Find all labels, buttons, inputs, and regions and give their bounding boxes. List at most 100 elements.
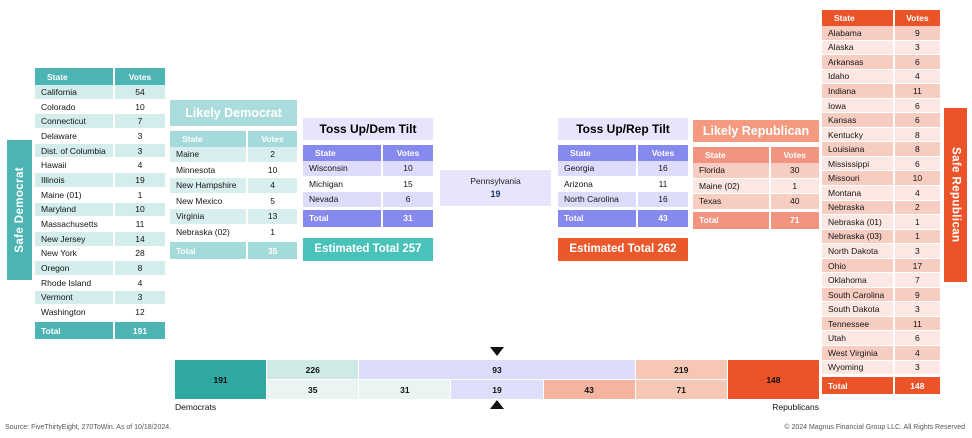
table-body: Maine 2 Minnesota 10 New Hampshire 4 New Mexic… bbox=[170, 147, 297, 240]
state-name: Florida bbox=[699, 165, 725, 176]
state-votes: 1 bbox=[768, 178, 819, 193]
table-total-row: Total 43 bbox=[558, 209, 688, 227]
table-header: State Votes bbox=[558, 145, 688, 161]
table-row: Nevada 6 bbox=[303, 192, 433, 208]
estimated-total-democrat: Estimated Total 257 bbox=[303, 237, 433, 261]
table-row: Montana 4 bbox=[822, 186, 940, 201]
table-row: Arizona 11 bbox=[558, 176, 688, 192]
state-votes: 5 bbox=[246, 193, 297, 208]
state-votes: 10 bbox=[113, 99, 165, 114]
state-votes: 4 bbox=[892, 346, 940, 360]
state-votes: 8 bbox=[892, 142, 940, 156]
state-name: West Virginia bbox=[828, 347, 878, 358]
state-votes: 3 bbox=[113, 290, 165, 305]
state-name: Indiana bbox=[828, 85, 856, 96]
table-row: Nebraska (03) 1 bbox=[822, 229, 940, 245]
tossup-rep-tilt-title: Toss Up/Rep Tilt bbox=[558, 118, 688, 140]
total-label: Total bbox=[828, 380, 848, 391]
votes-column-header: Votes bbox=[113, 68, 165, 85]
state-votes: 3 bbox=[113, 143, 165, 158]
state-name: Wisconsin bbox=[309, 163, 348, 174]
table-header: State Votes bbox=[35, 68, 165, 85]
state-name: Massachusetts bbox=[41, 219, 98, 230]
state-votes: 16 bbox=[636, 161, 688, 176]
likely-democrat-title: Likely Democrat bbox=[170, 100, 297, 126]
tipping-point-marker-up-icon bbox=[490, 400, 504, 409]
table-row: Hawaii 4 bbox=[35, 158, 165, 174]
table-row: Michigan 15 bbox=[303, 176, 433, 192]
state-name: Washington bbox=[41, 307, 86, 318]
total-label: Total bbox=[176, 245, 196, 256]
state-name: Maine bbox=[176, 149, 200, 160]
total-votes: 148 bbox=[892, 377, 940, 395]
state-name: Oklahoma bbox=[828, 275, 867, 286]
state-votes: 11 bbox=[636, 176, 688, 191]
total-votes: 71 bbox=[768, 211, 819, 229]
bar-segment-rep-tilt: 43 bbox=[543, 380, 635, 399]
state-votes: 10 bbox=[892, 171, 940, 186]
safe-republican-table: State Votes Alabama 9 Alaska 3 Arkansas 6 Idah… bbox=[822, 10, 940, 395]
state-name: Arizona bbox=[564, 178, 593, 189]
state-name: Nebraska (03) bbox=[828, 231, 882, 242]
bar-segment-tossup-total: 93 bbox=[359, 360, 635, 379]
state-votes: 1 bbox=[892, 229, 940, 244]
table-body: Wisconsin 10 Michigan 15 Nevada 6 bbox=[303, 161, 433, 208]
state-votes: 15 bbox=[381, 176, 433, 191]
state-name: New Mexico bbox=[176, 195, 223, 206]
state-votes: 3 bbox=[892, 244, 940, 258]
table-total-row: Total 191 bbox=[35, 322, 165, 339]
table-body: Alabama 9 Alaska 3 Arkansas 6 Idaho 4 Indiana 11 I… bbox=[822, 26, 940, 376]
electoral-vote-bar: 191 226 93 219 148 35 31 19 43 71 bbox=[175, 360, 819, 399]
pennsylvania-state-name: Pennsylvania bbox=[470, 176, 521, 187]
table-row: Idaho 4 bbox=[822, 69, 940, 85]
table-row: New York 28 bbox=[35, 246, 165, 262]
state-column-header: State bbox=[182, 134, 203, 144]
table-row: Maryland 10 bbox=[35, 202, 165, 218]
state-votes: 2 bbox=[892, 200, 940, 215]
state-votes: 40 bbox=[768, 194, 819, 209]
state-name: Minnesota bbox=[176, 164, 216, 175]
likely-republican-group: Likely Republican State Votes Florida 30 M… bbox=[693, 120, 819, 229]
state-name: Nebraska (01) bbox=[828, 216, 882, 227]
votes-column-header: Votes bbox=[381, 145, 433, 161]
table-row: Missouri 10 bbox=[822, 171, 940, 187]
state-name: Iowa bbox=[828, 100, 846, 111]
table-row: South Dakota 3 bbox=[822, 302, 940, 317]
table-total-row: Total 148 bbox=[822, 377, 940, 395]
table-row: Maine 2 bbox=[170, 147, 297, 163]
table-row: Kansas 6 bbox=[822, 113, 940, 128]
state-name: Texas bbox=[699, 196, 722, 207]
state-votes: 10 bbox=[113, 202, 165, 217]
bar-segment-likely-republican: 71 bbox=[635, 380, 727, 399]
state-votes: 3 bbox=[892, 40, 940, 55]
table-row: Maine (02) 1 bbox=[693, 178, 819, 194]
safe-democrat-label: Safe Democrat bbox=[13, 167, 26, 253]
table-row: New Mexico 5 bbox=[170, 193, 297, 209]
table-row: South Carolina 9 bbox=[822, 287, 940, 303]
state-votes: 6 bbox=[381, 192, 433, 207]
state-votes: 8 bbox=[892, 127, 940, 142]
tipping-point-marker-down-icon bbox=[490, 347, 504, 356]
table-row: Louisiana 8 bbox=[822, 142, 940, 157]
table-row: Vermont 3 bbox=[35, 290, 165, 306]
total-label: Total bbox=[564, 213, 584, 223]
state-name: Kentucky bbox=[828, 129, 863, 140]
state-name: Ohio bbox=[828, 260, 846, 271]
estimated-total-republican: Estimated Total 262 bbox=[558, 237, 688, 261]
table-row: Mississippi 6 bbox=[822, 156, 940, 172]
table-row: Kentucky 8 bbox=[822, 127, 940, 143]
state-votes: 1 bbox=[246, 224, 297, 239]
table-row: Georgia 16 bbox=[558, 161, 688, 177]
state-votes: 14 bbox=[113, 231, 165, 246]
state-name: Missouri bbox=[828, 173, 860, 184]
table-row: Wisconsin 10 bbox=[303, 161, 433, 177]
state-name: Connecticut bbox=[41, 116, 86, 127]
state-column-header: State bbox=[47, 71, 68, 82]
total-votes: 35 bbox=[246, 242, 297, 259]
state-votes: 7 bbox=[892, 273, 940, 287]
state-name: California bbox=[41, 86, 77, 97]
safe-democrat-sidebar: Safe Democrat bbox=[7, 140, 32, 280]
state-name: Colorado bbox=[41, 101, 76, 112]
democrats-axis-label: Democrats bbox=[175, 402, 217, 412]
